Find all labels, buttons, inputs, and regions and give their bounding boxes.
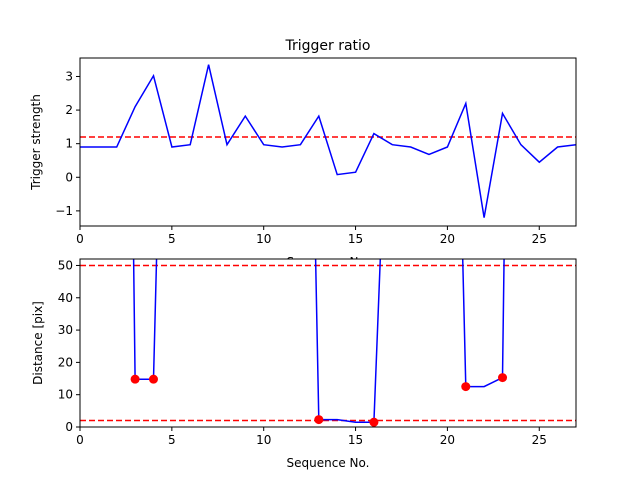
x-tick-label: 10 (256, 433, 271, 447)
x-tick-label: 0 (76, 433, 84, 447)
x-tick-label: 25 (532, 433, 547, 447)
x-tick-label: 5 (168, 433, 176, 447)
y-tick-label: 0 (65, 170, 73, 184)
y-tick-label: 30 (58, 323, 73, 337)
y-tick-label: 1 (65, 137, 73, 151)
x-tick-label: 20 (440, 232, 455, 246)
x-tick-label: 25 (532, 232, 547, 246)
distance-point-marker (314, 415, 324, 425)
top-plot-background (80, 58, 576, 226)
distance-series-line (314, 259, 382, 423)
y-tick-label: 20 (58, 355, 73, 369)
top-plot-frame (79, 57, 577, 227)
x-tick-label: 10 (256, 232, 271, 246)
x-tick-label: 20 (440, 433, 455, 447)
y-tick-label: 0 (65, 420, 73, 434)
distance-series-line (132, 259, 158, 380)
bottom-plot-frame (79, 258, 577, 428)
bottom-plot-background (80, 259, 576, 427)
bottom-x-axis-label: Sequence No. (287, 456, 370, 470)
distance-point-marker (148, 374, 158, 384)
x-tick-label: 5 (168, 232, 176, 246)
top-y-axis-label: Trigger strength (29, 94, 43, 191)
y-tick-label: 3 (65, 69, 73, 83)
distance-point-marker (130, 374, 140, 384)
distance-series-line (461, 259, 505, 388)
distance-point-marker (369, 417, 379, 427)
y-tick-label: 2 (65, 103, 73, 117)
y-tick-label: 10 (58, 388, 73, 402)
bottom-y-axis-label: Distance [pix] (31, 301, 45, 385)
y-tick-label: −1 (55, 204, 73, 218)
x-tick-label: 15 (348, 433, 363, 447)
distance-point-marker (498, 373, 508, 383)
bottom-plot-panel: 0 5 10 15 20 25 0 10 20 30 40 50 Sequence No. Dist… (31, 258, 577, 470)
x-tick-label: 15 (348, 232, 363, 246)
x-tick-label: 0 (76, 232, 84, 246)
y-tick-label: 40 (58, 291, 73, 305)
y-tick-label: 50 (58, 258, 73, 272)
top-chart-title: Trigger ratio (284, 38, 370, 54)
distance-point-marker (461, 382, 471, 392)
trigger-strength-series-line (80, 64, 576, 218)
